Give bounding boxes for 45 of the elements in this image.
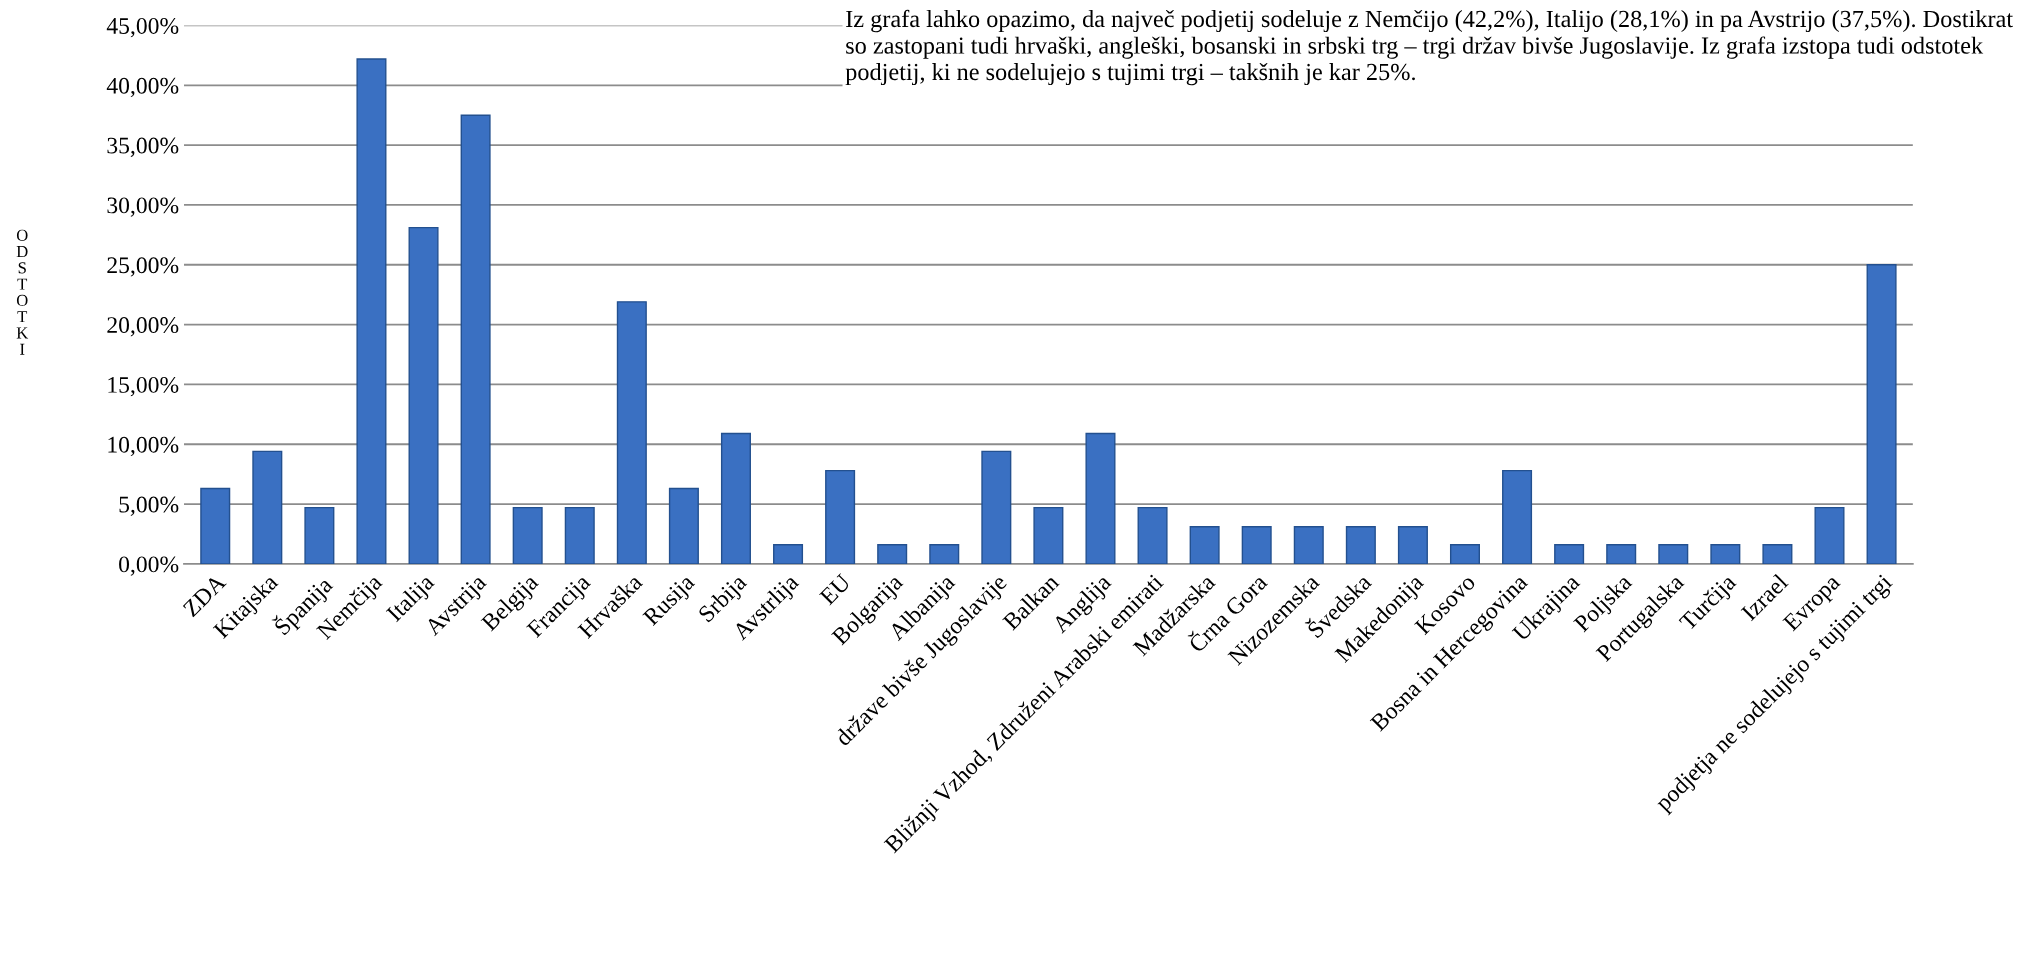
bar: [252, 450, 283, 564]
bar: [720, 432, 751, 564]
bar: [460, 114, 491, 564]
bar: [1137, 506, 1168, 564]
bar: [668, 487, 699, 564]
y-tick-label: 25,00%: [107, 257, 179, 277]
bar: [356, 58, 387, 564]
bar: [929, 544, 960, 564]
bar: [1241, 526, 1272, 564]
bar: [200, 487, 231, 564]
bar: [1085, 432, 1116, 564]
bar: [304, 506, 335, 564]
y-tick-label: 0,00%: [119, 556, 179, 576]
bar: [512, 506, 543, 564]
bar: [408, 226, 439, 564]
y-tick-label: 35,00%: [107, 137, 179, 157]
y-tick-label: 45,00%: [106, 17, 179, 38]
bar: [773, 544, 804, 564]
bar: [1658, 544, 1689, 564]
bar: [616, 301, 647, 564]
bar: [1033, 506, 1064, 564]
y-tick-label: 30,00%: [107, 197, 179, 217]
bar: [1606, 544, 1637, 564]
bar: [1189, 526, 1220, 564]
y-axis-title: ODSTOTKI: [16, 229, 29, 355]
bar: [1293, 526, 1324, 564]
bar: [1554, 544, 1585, 564]
bar: [564, 506, 595, 564]
bar: [1710, 544, 1741, 564]
annotation: Iz grafa lahko opazimo, da največ podjetij sodeluje z Nemčijo (42,2%), Italijo (28,1%) in pa Avstrijo (37,5%). Dostikrat so zastopani tudi hrvaški, angleški, bosanski in srbski trg – trgi držav bivše Jugoslavije. Iz grafa izstopa tudi odstotek podjetij, ki ne sodelujejo s tujimi trgi – takšnih je kar 25%.: [845, 9, 2013, 86]
bar: [1502, 469, 1533, 564]
bar: [1814, 506, 1845, 564]
bar: [1762, 544, 1793, 564]
y-tick-label: 40,00%: [106, 77, 179, 98]
bar: [877, 544, 908, 564]
y-tick-label: 5,00%: [119, 496, 179, 516]
bar: [1397, 526, 1428, 564]
bar: [1866, 264, 1897, 564]
y-tick-label: 20,00%: [107, 317, 179, 337]
y-tick-label: 10,00%: [108, 436, 179, 457]
bar: [981, 450, 1012, 564]
bar: [1449, 544, 1481, 564]
y-tick-label: 15,00%: [108, 376, 179, 397]
bar: [825, 469, 856, 564]
bar: [1345, 526, 1376, 564]
